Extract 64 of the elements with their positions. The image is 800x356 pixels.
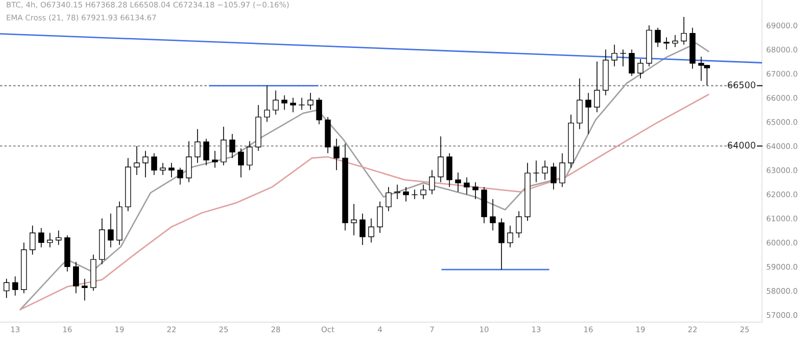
candlestick (220, 126, 227, 166)
candlestick (82, 278, 88, 301)
candlestick (376, 201, 383, 234)
candlestick (628, 49, 635, 76)
candlestick (264, 85, 270, 122)
candlestick (307, 92, 314, 110)
candlestick (654, 27, 661, 48)
candlestick (360, 213, 366, 246)
candlestick (334, 138, 340, 171)
candlestick (446, 152, 452, 188)
candlestick (168, 162, 174, 178)
candlestick (151, 152, 158, 176)
candlestick (490, 198, 496, 231)
candlestick (472, 182, 478, 200)
candlestick (56, 230, 62, 246)
candlestick (637, 58, 644, 79)
candlestick (73, 261, 79, 294)
candlestick (420, 184, 426, 200)
candlestick (46, 232, 53, 248)
candlestick (160, 162, 166, 176)
candlestick (576, 78, 583, 130)
candlestick (281, 94, 288, 110)
candlestick (533, 160, 540, 183)
candlestick (672, 34, 678, 48)
candlestick (38, 228, 44, 248)
candlestick (350, 204, 357, 236)
ref-line-label: 66500 (728, 81, 756, 88)
candlestick (611, 44, 618, 67)
candlestick (194, 128, 201, 164)
ref-line-label: 64000 (728, 142, 756, 149)
candlestick (134, 146, 140, 176)
candlestick (550, 162, 557, 190)
candlestick (246, 140, 253, 171)
candlestick (212, 150, 218, 168)
candlestick (559, 152, 566, 188)
candlestick (177, 167, 184, 186)
candlestick (368, 218, 374, 243)
candlestick (30, 225, 36, 256)
candlestick (498, 218, 504, 270)
candlestick (4, 278, 10, 298)
candlestick (316, 97, 322, 125)
candlestick (429, 170, 435, 195)
candlestick (108, 213, 114, 248)
candlestick (12, 276, 18, 296)
candlestick (272, 90, 279, 116)
candlestick (516, 210, 522, 238)
candlestick (464, 176, 470, 195)
candlestick (142, 150, 148, 178)
candlestick (507, 225, 514, 248)
candlestick (238, 148, 244, 178)
candlestick (386, 186, 392, 212)
candlestick (542, 160, 548, 180)
candlestick (403, 186, 409, 202)
candlestick (203, 138, 210, 166)
candlestick (594, 61, 600, 113)
candlestick (298, 97, 305, 110)
candlestick (186, 140, 192, 183)
candlestick (455, 172, 462, 192)
candlestick (438, 136, 444, 183)
candlestick (680, 16, 687, 46)
candlestick (290, 97, 296, 113)
candlestick (664, 36, 670, 50)
candlestick (585, 92, 592, 134)
candlestick (229, 134, 236, 158)
